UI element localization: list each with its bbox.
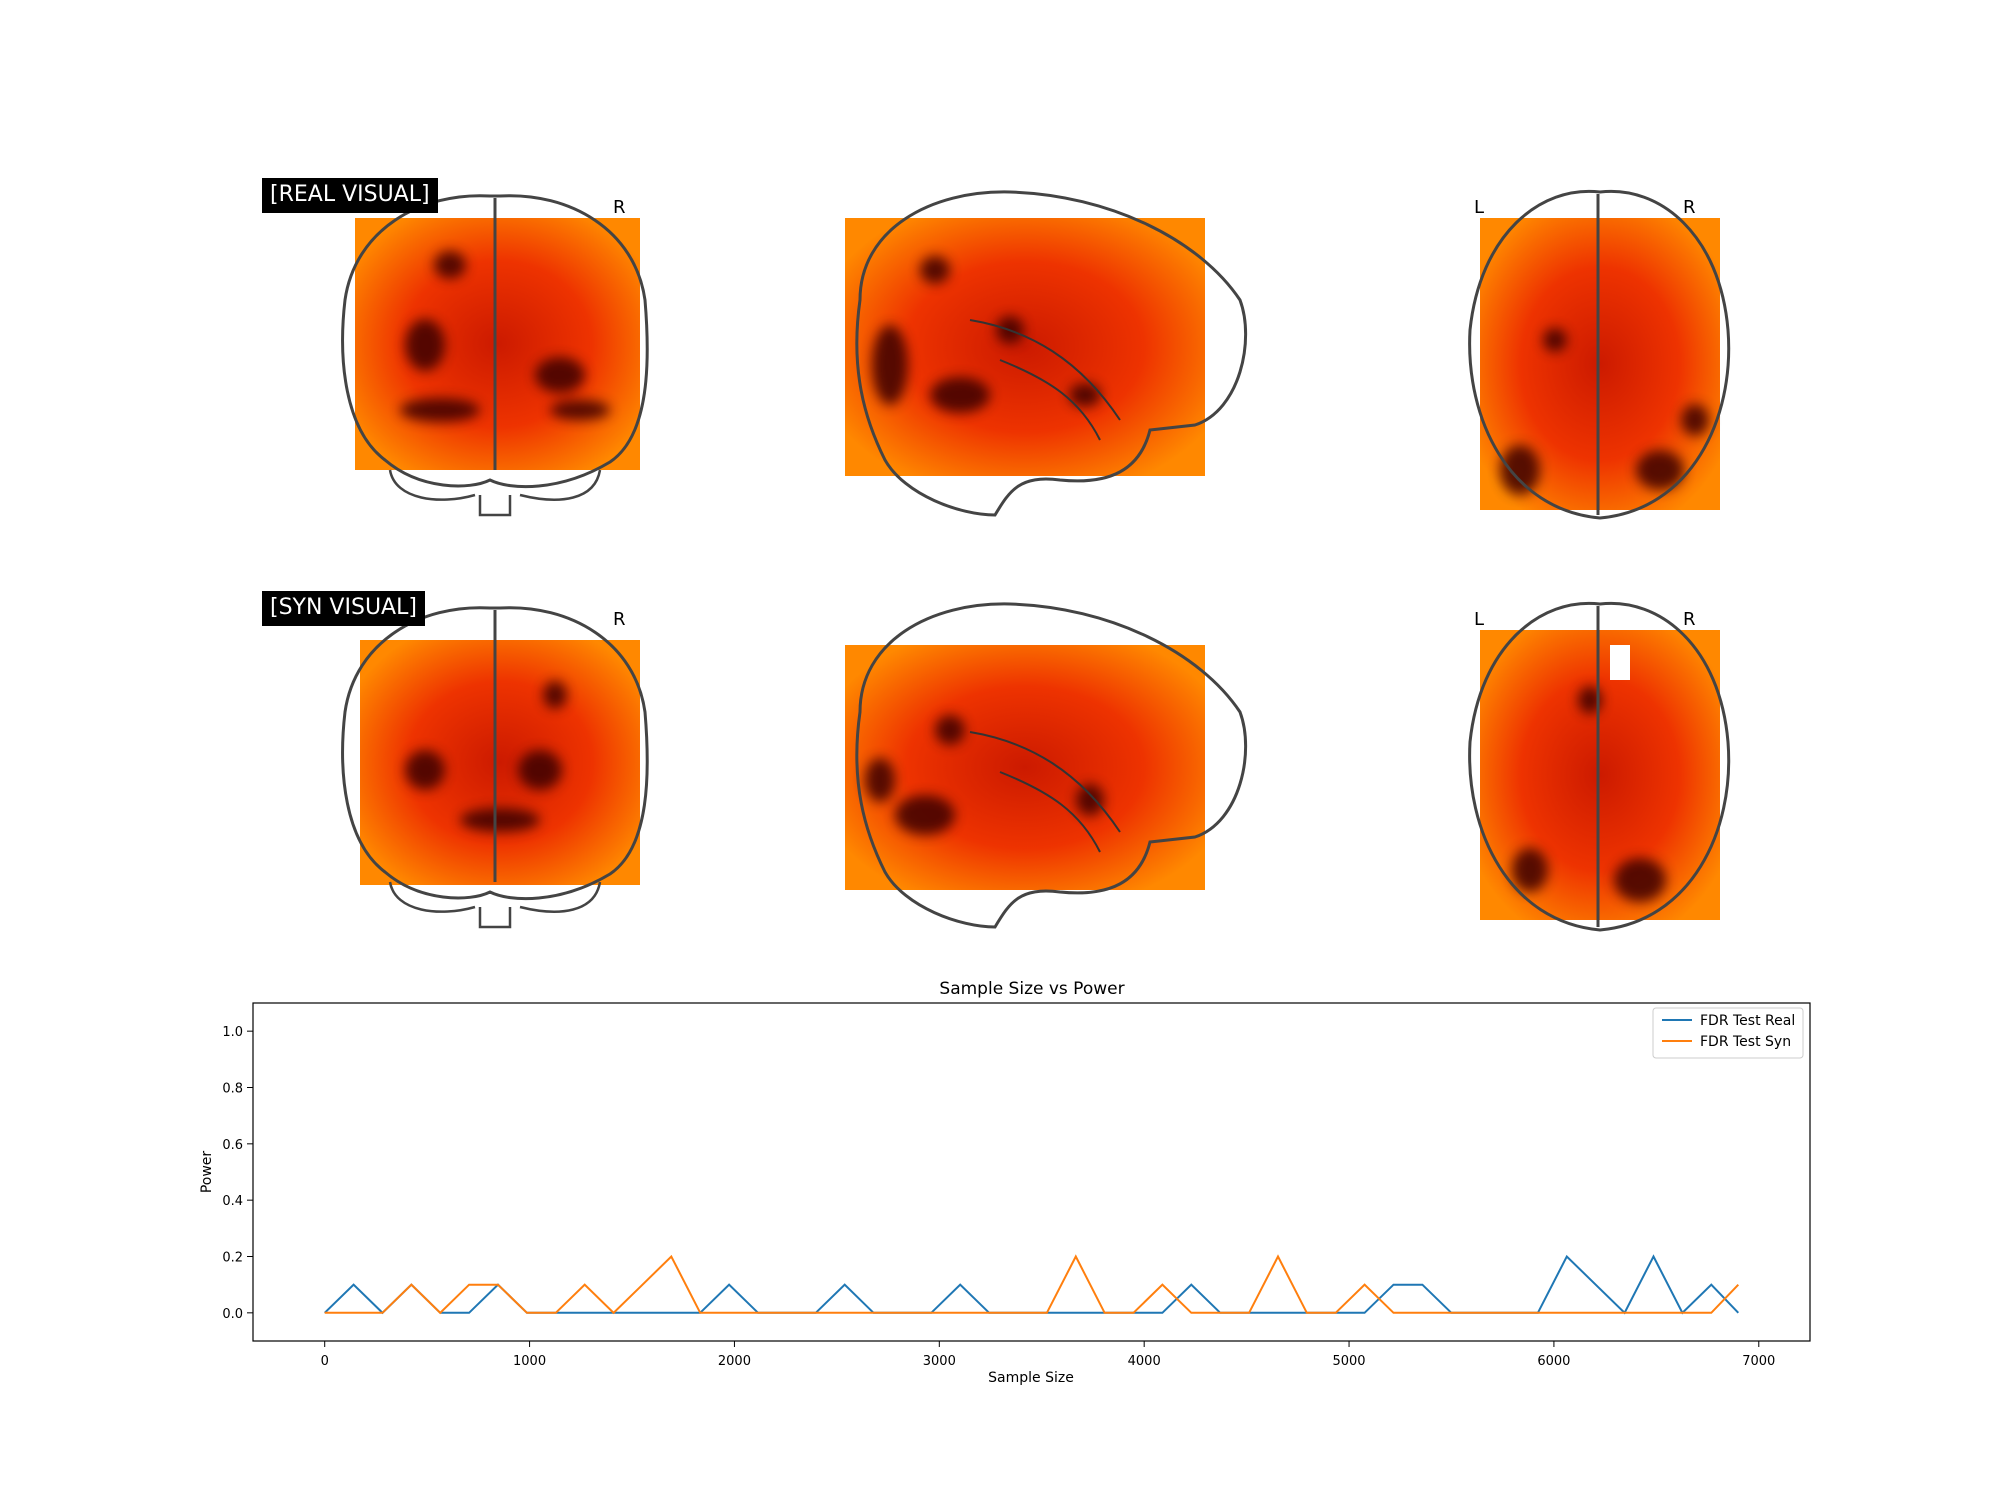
- x-tick-label: 1000: [513, 1354, 546, 1369]
- x-tick-label: 7000: [1742, 1354, 1775, 1369]
- y-tick-label: 0.2: [222, 1251, 243, 1266]
- legend: FDR Test Real FDR Test Syn: [1652, 1007, 1804, 1059]
- x-axis-label: Sample Size: [988, 1370, 1074, 1386]
- chart-title: Sample Size vs Power: [939, 979, 1124, 999]
- series-line-real: [324, 1254, 1740, 1315]
- real-coronal-view: [341, 194, 649, 517]
- x-tick-label: 0: [321, 1354, 329, 1369]
- orient-right-axial-real: R: [1683, 197, 1696, 218]
- y-tick-label: 1.0: [222, 1025, 243, 1040]
- panel-label-syn: [SYN VISUAL]: [262, 591, 425, 626]
- y-axis-label: Power: [199, 1151, 215, 1194]
- syn-sagittal-view: [845, 602, 1248, 929]
- x-tick-label: 4000: [1128, 1354, 1161, 1369]
- x-tick-label: 2000: [718, 1354, 751, 1369]
- y-tick-label: 0.8: [222, 1082, 243, 1097]
- orient-left-axial-syn: L: [1474, 609, 1485, 630]
- syn-coronal-view: [341, 606, 649, 929]
- real-sagittal-view: [845, 190, 1248, 517]
- orient-right-coronal-syn: R: [613, 609, 626, 630]
- orient-left-axial-real: L: [1474, 197, 1485, 218]
- series-line-syn: [324, 1254, 1740, 1315]
- syn-axial-view: [1468, 601, 1731, 932]
- y-tick-label: 0.4: [222, 1194, 243, 1209]
- y-tick-label: 0.0: [222, 1307, 243, 1322]
- legend-label-syn: FDR Test Syn: [1700, 1034, 1791, 1050]
- x-tick-label: 5000: [1332, 1354, 1365, 1369]
- orient-right-coronal-real: R: [613, 197, 626, 218]
- real-axial-view: [1468, 189, 1731, 520]
- panel-label-real: [REAL VISUAL]: [262, 178, 438, 213]
- x-tick-label: 6000: [1537, 1354, 1570, 1369]
- x-tick-label: 3000: [923, 1354, 956, 1369]
- legend-label-real: FDR Test Real: [1700, 1013, 1795, 1029]
- orient-right-axial-syn: R: [1683, 609, 1696, 630]
- y-tick-label: 0.6: [222, 1138, 243, 1153]
- chart-axes-frame: [252, 1002, 1811, 1342]
